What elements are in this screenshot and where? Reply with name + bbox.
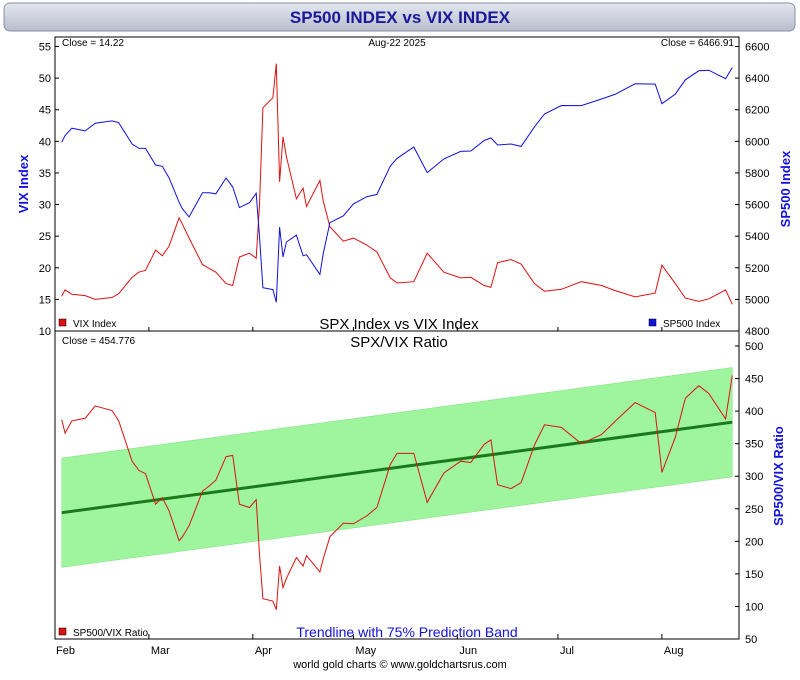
vix-axis-label: VIX Index — [16, 154, 31, 213]
month-tick-label: Feb — [56, 645, 75, 657]
spx-axis-ticks: 4800 5000 5200 5400 5600 5800 6000 6200 6400 6600 — [735, 42, 769, 338]
spx-tick-label: 6200 — [745, 105, 769, 117]
ratio-series-line — [61, 375, 733, 610]
ratio-legend-swatch — [58, 627, 67, 636]
spx-tick-label: 5200 — [745, 263, 769, 275]
ratio-tick-label: 300 — [745, 471, 763, 483]
vix-tick-label: 40 — [39, 136, 51, 148]
spx-tick-label: 5400 — [745, 231, 769, 243]
spx-tick-label: 5000 — [745, 294, 769, 306]
vix-legend-swatch — [58, 318, 67, 327]
date-label: Aug-22 2025 — [368, 38, 426, 49]
month-tick-label: Jul — [560, 645, 574, 657]
spx-tick-label: 6000 — [745, 136, 769, 148]
vix-tick-label: 15 — [39, 294, 51, 306]
vix-axis-ticks: 10 15 20 25 30 35 40 45 50 55 — [39, 42, 59, 338]
vix-series-line — [61, 63, 733, 305]
vix-close-label: Close = 14.22 — [62, 38, 124, 49]
ratio-tick-label: 100 — [745, 601, 763, 613]
vix-tick-label: 35 — [39, 168, 51, 180]
spx-tick-label: 4800 — [745, 326, 769, 338]
chart-title: SP500 INDEX vs VIX INDEX — [290, 8, 511, 27]
vix-tick-label: 50 — [39, 73, 51, 85]
top-panel-title: SPX Index vs VIX Index — [319, 316, 479, 333]
vix-tick-label: 10 — [39, 326, 51, 338]
month-tick-label: Aug — [664, 645, 684, 657]
ratio-close-label: Close = 454.776 — [62, 336, 136, 347]
bottom-panel-title: SPX/VIX Ratio — [350, 334, 448, 351]
month-tick-label: Jun — [459, 645, 477, 657]
spx-legend-label: SP500 Index — [663, 319, 720, 330]
month-tick-label: Mar — [151, 645, 170, 657]
month-tick-label: Apr — [255, 645, 272, 657]
footer-credit: world gold charts © www.goldchartsrus.co… — [292, 659, 507, 671]
ratio-legend-label: SP500/VIX Ratio — [73, 628, 148, 639]
month-tick-label: May — [355, 645, 376, 657]
spx-series-line — [61, 67, 733, 303]
vix-tick-label: 55 — [39, 42, 51, 54]
ratio-tick-label: 250 — [745, 504, 763, 516]
vix-tick-label: 30 — [39, 200, 51, 212]
vix-tick-label: 25 — [39, 231, 51, 243]
vix-legend-label: VIX Index — [73, 319, 116, 330]
spx-tick-label: 5600 — [745, 200, 769, 212]
spx-tick-label: 6400 — [745, 73, 769, 85]
spx-axis-label: SP500 Index — [778, 150, 793, 227]
spx-tick-label: 6600 — [745, 42, 769, 54]
header-bar — [3, 2, 796, 32]
trendline — [61, 420, 733, 515]
ratio-tick-label: 450 — [745, 374, 763, 386]
ratio-tick-label: 50 — [745, 634, 757, 646]
trendline-label: Trendline with 75% Prediction Band — [296, 624, 517, 640]
vix-tick-label: 45 — [39, 105, 51, 117]
ratio-axis-ticks: 50 100 150 200 250 300 350 400 450 500 — [735, 341, 763, 646]
month-axis-ticks: Feb Mar Apr May Jun Jul Aug — [54, 327, 684, 657]
spx-close-label: Close = 6466.91 — [661, 38, 735, 49]
ratio-tick-label: 200 — [745, 536, 763, 548]
ratio-tick-label: 500 — [745, 341, 763, 353]
ratio-tick-label: 400 — [745, 406, 763, 418]
ratio-axis-label: SP500/VIX Ratio — [771, 426, 786, 526]
spx-tick-label: 5800 — [745, 168, 769, 180]
spx-legend-swatch — [648, 318, 657, 327]
top-panel — [54, 36, 740, 332]
ratio-tick-label: 350 — [745, 439, 763, 451]
ratio-tick-label: 150 — [745, 569, 763, 581]
vix-tick-label: 20 — [39, 263, 51, 275]
